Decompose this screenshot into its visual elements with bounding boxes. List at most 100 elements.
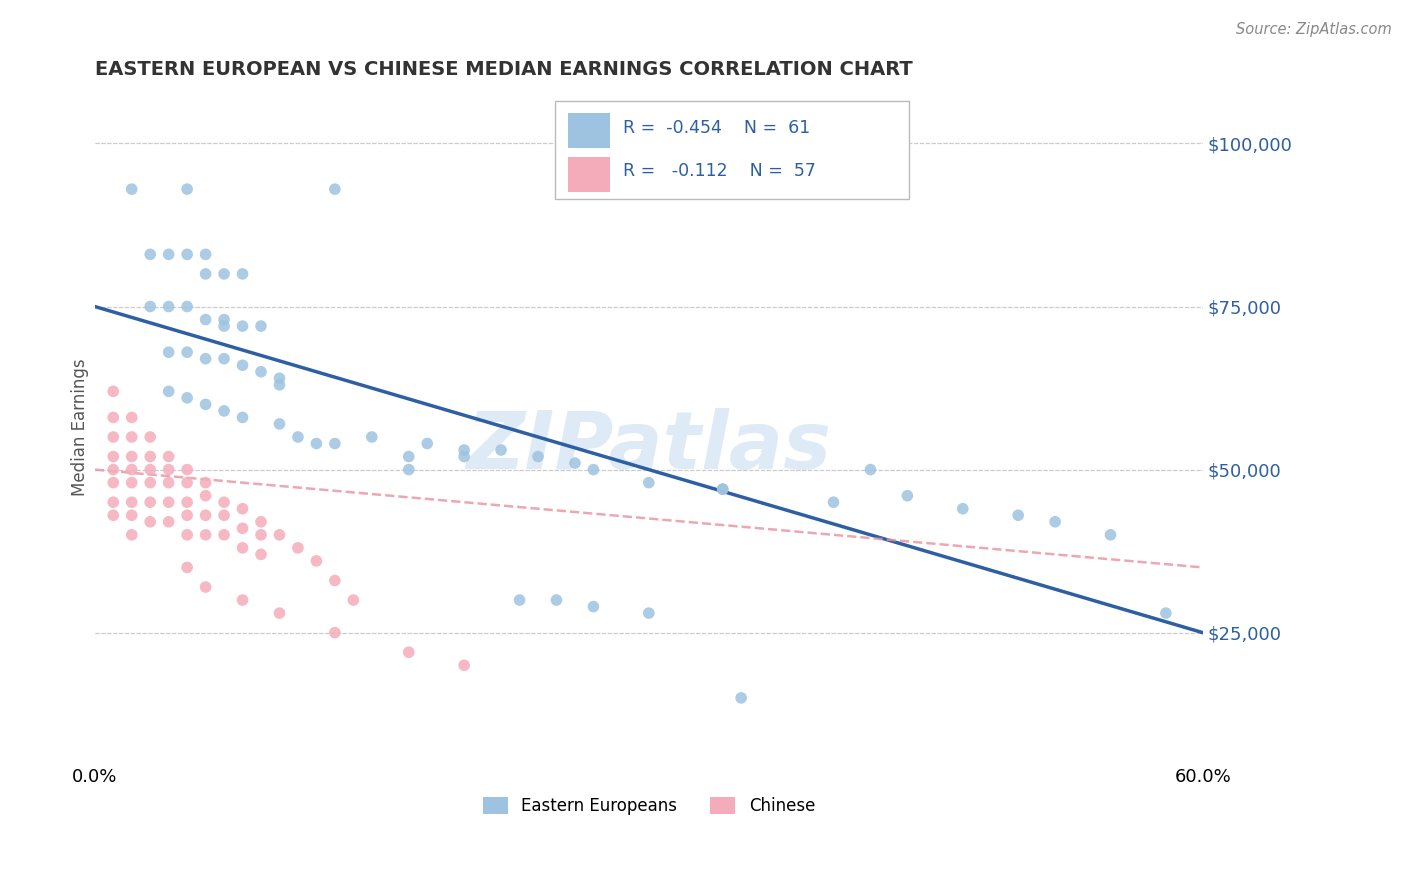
Point (269, 606, 291, 620)
Point (176, 495, 198, 509)
Point (194, 351, 217, 366)
Point (952, 501, 974, 516)
Point (398, 462, 420, 476)
Text: R =  -0.454    N =  61: R = -0.454 N = 61 (623, 120, 811, 137)
Point (489, 443, 512, 458)
FancyBboxPatch shape (554, 102, 910, 199)
Point (121, 475, 143, 490)
Point (269, 528, 291, 542)
Point (103, 430, 125, 444)
Point (194, 489, 217, 503)
Legend: Eastern Europeans, Chinese: Eastern Europeans, Chinese (477, 790, 821, 822)
Point (1007, 508, 1029, 523)
Point (546, 593, 568, 607)
Point (194, 397, 217, 411)
Point (360, 430, 382, 444)
Point (323, 574, 346, 588)
Point (121, 462, 143, 476)
Point (711, 482, 734, 496)
Point (139, 450, 162, 464)
Point (453, 443, 475, 458)
Point (212, 319, 235, 334)
Point (509, 593, 531, 607)
Point (398, 450, 420, 464)
Point (232, 358, 254, 372)
Text: Source: ZipAtlas.com: Source: ZipAtlas.com (1236, 22, 1392, 37)
Point (121, 430, 143, 444)
Point (287, 541, 309, 555)
Point (157, 247, 180, 261)
Point (103, 495, 125, 509)
Text: R =   -0.112    N =  57: R = -0.112 N = 57 (623, 161, 817, 180)
Point (453, 450, 475, 464)
Point (564, 456, 586, 470)
Point (103, 508, 125, 523)
Text: ZIPatlas: ZIPatlas (467, 409, 831, 486)
Point (269, 417, 291, 431)
Point (287, 430, 309, 444)
Point (157, 515, 180, 529)
Point (157, 300, 180, 314)
Point (305, 436, 328, 450)
Point (121, 508, 143, 523)
Point (250, 548, 273, 562)
Point (176, 247, 198, 261)
Point (323, 182, 346, 196)
Point (232, 319, 254, 334)
Point (1154, 606, 1177, 620)
Point (232, 410, 254, 425)
Point (323, 625, 346, 640)
Point (212, 312, 235, 326)
Point (176, 462, 198, 476)
Point (212, 404, 235, 418)
Point (730, 690, 752, 705)
Point (232, 541, 254, 555)
Point (823, 495, 845, 509)
Point (157, 475, 180, 490)
Point (139, 247, 162, 261)
Point (176, 528, 198, 542)
Point (453, 658, 475, 673)
Point (194, 247, 217, 261)
Point (212, 351, 235, 366)
Point (269, 377, 291, 392)
Point (139, 430, 162, 444)
Point (139, 515, 162, 529)
Point (1099, 528, 1122, 542)
Point (212, 267, 235, 281)
Point (232, 593, 254, 607)
Point (416, 436, 439, 450)
Point (250, 528, 273, 542)
Point (232, 521, 254, 535)
Point (232, 501, 254, 516)
Point (121, 495, 143, 509)
Point (103, 384, 125, 399)
Point (212, 508, 235, 523)
Point (176, 300, 198, 314)
Point (176, 345, 198, 359)
Point (859, 462, 882, 476)
Point (232, 267, 254, 281)
FancyBboxPatch shape (568, 113, 610, 148)
Point (139, 300, 162, 314)
Point (194, 508, 217, 523)
Point (176, 391, 198, 405)
Point (194, 528, 217, 542)
Point (157, 450, 180, 464)
Point (157, 384, 180, 399)
Point (176, 508, 198, 523)
Point (398, 645, 420, 659)
Point (121, 528, 143, 542)
Point (139, 495, 162, 509)
Point (711, 482, 734, 496)
Text: EASTERN EUROPEAN VS CHINESE MEDIAN EARNINGS CORRELATION CHART: EASTERN EUROPEAN VS CHINESE MEDIAN EARNI… (94, 60, 912, 78)
Point (250, 365, 273, 379)
Point (157, 345, 180, 359)
Point (342, 593, 364, 607)
Point (305, 554, 328, 568)
Point (139, 475, 162, 490)
Point (582, 462, 605, 476)
Point (896, 489, 918, 503)
Point (176, 560, 198, 574)
Point (637, 475, 659, 490)
